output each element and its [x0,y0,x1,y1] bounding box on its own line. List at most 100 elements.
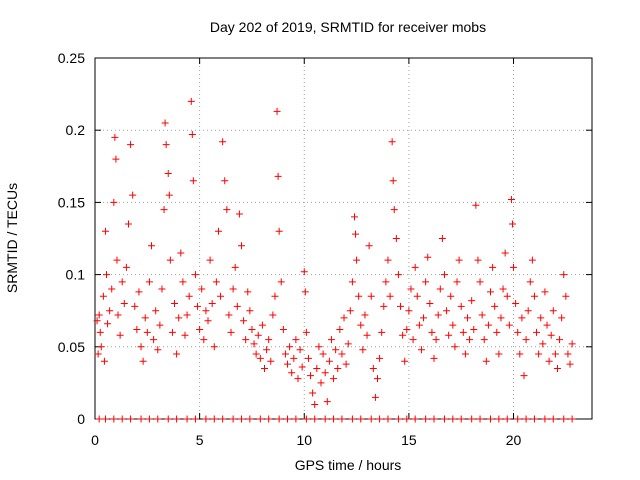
data-point [543,321,551,329]
data-point [520,372,528,380]
data-point [430,354,438,362]
data-point [137,343,145,351]
data-point [196,325,204,333]
data-point [315,343,323,351]
data-point [507,196,515,204]
data-point [181,331,189,339]
data-point [340,314,348,322]
data-point [185,292,193,300]
data-point [487,288,495,296]
x-tick-label: 5 [196,432,204,448]
data-point [405,307,413,315]
data-point [129,191,137,199]
data-point [161,119,169,127]
data-point [363,331,371,339]
data-point [397,302,405,310]
data-point [392,235,400,242]
data-point [191,415,199,423]
data-point [355,292,363,300]
data-point [474,256,482,264]
data-point [143,328,151,336]
x-axis-label: GPS time / hours [295,457,402,473]
data-point [113,256,121,264]
data-point [118,415,126,423]
data-point [424,253,432,261]
data-point [489,263,497,271]
data-point [438,235,446,242]
data-point [484,321,492,329]
data-point [137,415,145,423]
data-point [466,336,474,344]
data-point [510,263,518,271]
data-point [338,350,346,358]
data-point [505,321,513,329]
data-point [558,314,566,322]
data-point [336,325,344,333]
data-point [221,177,229,185]
data-point [409,336,417,344]
data-point [269,311,277,319]
data-point [526,278,534,286]
data-point [440,415,448,423]
data-point [376,354,384,362]
data-point [384,256,392,264]
data-point [417,346,425,354]
data-point [95,415,103,423]
data-point [256,354,264,362]
data-point [480,336,488,344]
data-point [407,285,415,293]
data-point [415,321,423,329]
data-point [357,321,365,329]
data-point [225,311,233,319]
data-point [156,321,164,329]
data-point [106,307,114,315]
data-point [258,321,266,329]
data-point [148,242,156,250]
data-point [428,328,436,336]
data-point [298,363,306,371]
data-point [461,350,469,358]
data-point [127,141,135,149]
data-point [468,297,476,305]
data-point [323,398,331,406]
data-point [261,364,269,372]
data-point [522,336,530,344]
data-point [284,415,292,423]
data-point [367,415,375,423]
data-point [566,360,574,368]
data-point [453,278,461,286]
data-point [110,415,118,423]
data-point [108,285,116,293]
data-point [284,360,292,368]
data-point [200,336,208,344]
data-point [394,415,402,423]
data-point [359,346,367,354]
data-point [346,307,354,315]
data-point [493,328,501,336]
data-point [541,288,549,296]
data-point [350,213,358,221]
data-point [411,263,419,271]
data-point [487,415,495,423]
data-point [422,415,430,423]
data-point [313,364,321,372]
data-point [294,375,302,383]
data-point [165,191,173,199]
data-point [139,357,147,365]
data-point [455,256,463,264]
data-point [317,379,325,387]
data-point [177,249,185,257]
data-point [422,278,430,286]
data-point [164,170,172,178]
data-point [344,340,352,348]
data-point [116,331,124,339]
data-point [171,299,179,307]
data-point [338,415,346,423]
data-point [229,285,237,293]
data-point [158,285,166,293]
data-point [288,369,296,377]
data-point [332,346,340,354]
data-point [271,292,279,300]
data-point [378,328,386,336]
